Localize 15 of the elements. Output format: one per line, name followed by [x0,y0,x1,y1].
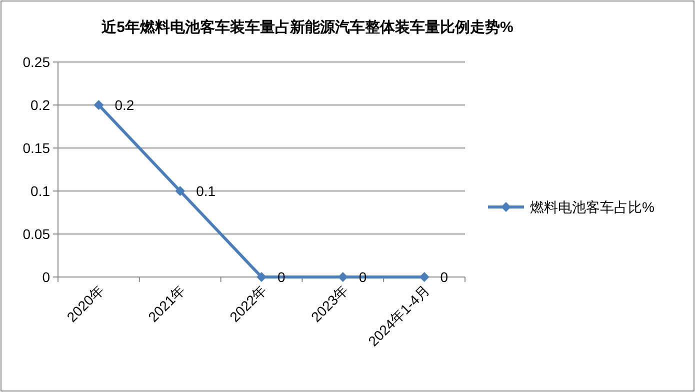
data-label: 0 [440,269,448,285]
data-label: 0.2 [114,97,134,113]
y-tick-label: 0 [42,269,50,285]
y-tick-label: 0.2 [30,97,50,113]
chart-title: 近5年燃料电池客车装车量占新能源汽车整体装车量比例走势% [100,18,514,36]
data-label: 0.1 [196,183,216,199]
point [175,186,186,196]
legend-label: 燃料电池客车占比% [530,199,654,215]
y-tick-label: 0.1 [30,183,50,199]
point [256,272,266,282]
point [94,100,104,110]
y-tick-label: 0.25 [22,54,50,70]
point [419,272,430,282]
y-tick-label: 0.05 [22,226,50,242]
y-tick-label: 0.15 [22,140,50,156]
